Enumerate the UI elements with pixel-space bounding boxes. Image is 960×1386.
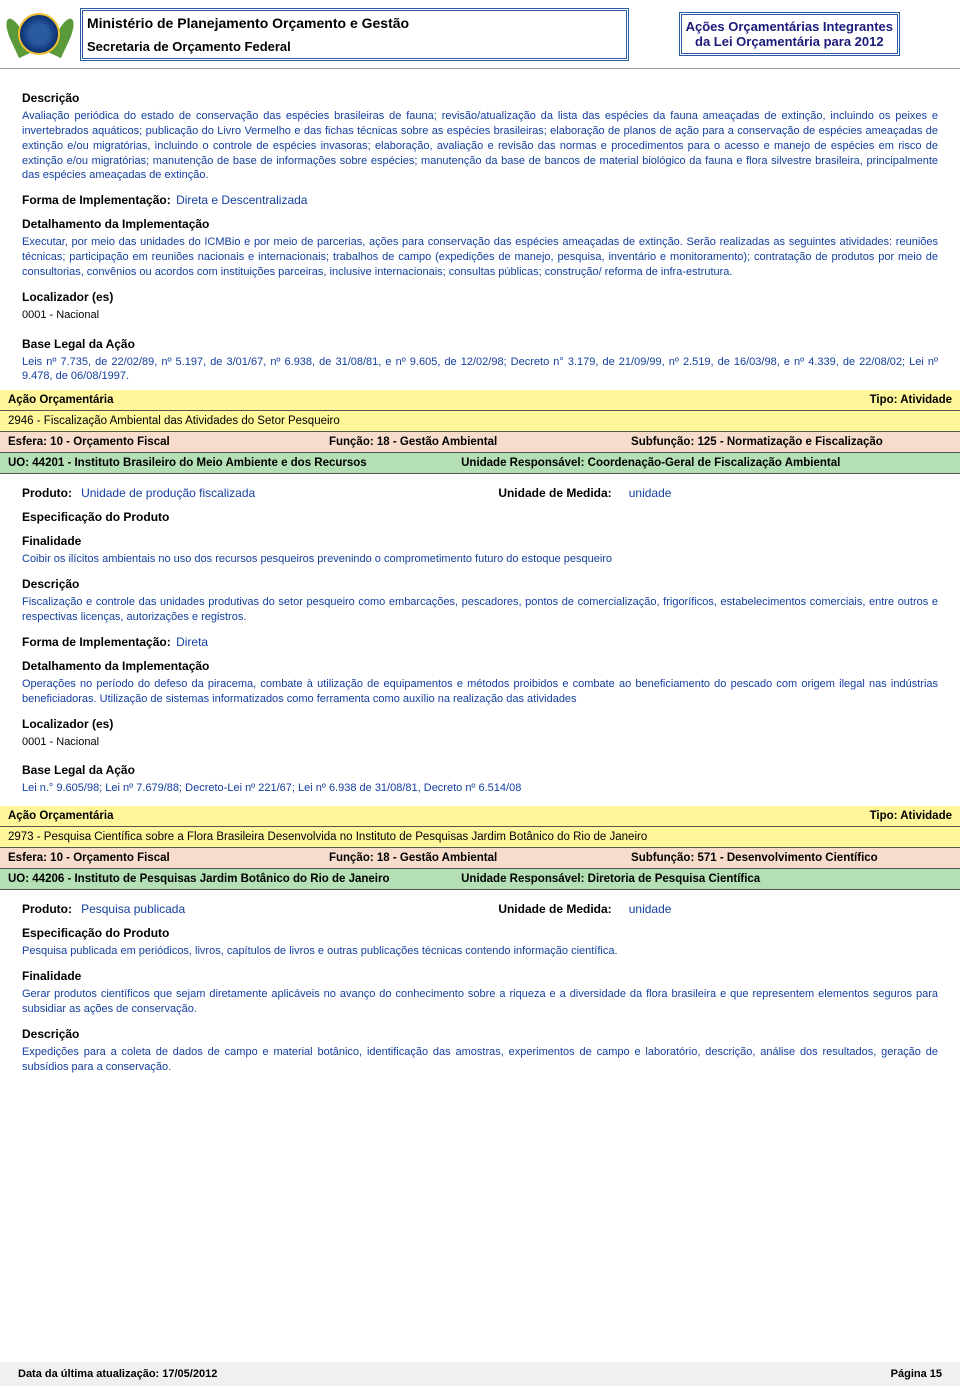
localizador-value-2: 0001 - Nacional: [22, 735, 938, 750]
esfera-3: Esfera: 10 - Orçamento Fiscal: [8, 852, 329, 864]
acao-tipo-3: Tipo: Atividade: [870, 810, 952, 822]
forma-value-2: Direta: [176, 635, 208, 649]
header-right: Ações Orçamentárias Integrantes da Lei O…: [629, 6, 950, 62]
ministry-title: Ministério de Planejamento Orçamento e G…: [87, 15, 622, 31]
detalhamento-heading: Detalhamento da Implementação: [22, 217, 938, 231]
produto-label: Produto:: [22, 486, 72, 500]
produto-value: Unidade de produção fiscalizada: [81, 486, 255, 500]
detalhamento-text-2: Operações no período do defeso da pirace…: [22, 677, 938, 707]
base-legal-text: Leis nº 7.735, de 22/02/89, nº 5.197, de…: [22, 355, 938, 385]
subfuncao-3: Subfunção: 571 - Desenvolvimento Científ…: [631, 852, 952, 864]
localizador-heading-2: Localizador (es): [22, 717, 938, 731]
descricao-text: Avaliação periódica do estado de conserv…: [22, 109, 938, 183]
base-legal-heading-2: Base Legal da Ação: [22, 763, 938, 777]
unidade-medida-label: Unidade de Medida:: [498, 486, 611, 500]
descricao-heading-2: Descrição: [22, 577, 938, 591]
localizador-heading: Localizador (es): [22, 290, 938, 304]
page: Ministério de Planejamento Orçamento e G…: [0, 0, 960, 1386]
finalidade-heading: Finalidade: [22, 534, 938, 548]
uo-3: UO: 44206 - Instituto de Pesquisas Jardi…: [8, 873, 461, 885]
produto-value-3: Pesquisa publicada: [81, 902, 185, 916]
especificacao-heading-3: Especificação do Produto: [22, 926, 938, 940]
descricao-text-3: Expedições para a coleta de dados de cam…: [22, 1045, 938, 1075]
unidade-responsavel-3: Unidade Responsável: Diretoria de Pesqui…: [461, 873, 952, 885]
subfuncao: Subfunção: 125 - Normatização e Fiscaliz…: [631, 436, 952, 448]
descricao-heading-3: Descrição: [22, 1027, 938, 1041]
produto-row-3: Produto: Pesquisa publicada Unidade de M…: [22, 902, 938, 916]
especificacao-text-3: Pesquisa publicada em periódicos, livros…: [22, 944, 938, 959]
forma-value: Direta e Descentralizada: [176, 193, 307, 207]
uo-row: UO: 44201 - Instituto Brasileiro do Meio…: [0, 453, 960, 474]
acao-title-row-3: 2973 - Pesquisa Científica sobre a Flora…: [0, 827, 960, 848]
secretariat-title: Secretaria de Orçamento Federal: [87, 39, 622, 54]
acao-title-row: 2946 - Fiscalização Ambiental das Ativid…: [0, 411, 960, 432]
finalidade-text-3: Gerar produtos científicos que sejam dir…: [22, 987, 938, 1017]
footer-date: Data da última atualização: 17/05/2012: [18, 1368, 217, 1380]
acao-label: Ação Orçamentária: [8, 394, 113, 406]
uo: UO: 44201 - Instituto Brasileiro do Meio…: [8, 457, 461, 469]
finalidade-text: Coibir os ilícitos ambientais no uso dos…: [22, 552, 938, 567]
unidade-medida-value: unidade: [629, 486, 672, 500]
detalhamento-text: Executar, por meio das unidades do ICMBi…: [22, 235, 938, 280]
footer-page: Página 15: [891, 1368, 942, 1380]
esfera-row-3: Esfera: 10 - Orçamento Fiscal Função: 18…: [0, 848, 960, 869]
forma-heading-2: Forma de Implementação: Direta: [22, 635, 938, 649]
funcao: Função: 18 - Gestão Ambiental: [329, 436, 631, 448]
doc-title-1: Ações Orçamentárias Integrantes: [686, 19, 893, 34]
doc-title-2: da Lei Orçamentária para 2012: [686, 34, 893, 49]
esfera-row: Esfera: 10 - Orçamento Fiscal Função: 18…: [0, 432, 960, 453]
detalhamento-heading-2: Detalhamento da Implementação: [22, 659, 938, 673]
esfera: Esfera: 10 - Orçamento Fiscal: [8, 436, 329, 448]
especificacao-heading: Especificação do Produto: [22, 510, 938, 524]
acao-header-row: Ação Orçamentária Tipo: Atividade: [0, 390, 960, 411]
unidade-responsavel: Unidade Responsável: Coordenação-Geral d…: [461, 457, 952, 469]
base-legal-text-2: Lei n.° 9.605/98; Lei nº 7.679/88; Decre…: [22, 781, 938, 796]
content: Descrição Avaliação periódica do estado …: [0, 69, 960, 1082]
header-left: Ministério de Planejamento Orçamento e G…: [70, 8, 629, 61]
header-bar: Ministério de Planejamento Orçamento e G…: [0, 0, 960, 69]
brazil-coat-of-arms-logo: [10, 7, 70, 62]
acao-tipo: Tipo: Atividade: [870, 394, 952, 406]
finalidade-heading-3: Finalidade: [22, 969, 938, 983]
localizador-value: 0001 - Nacional: [22, 308, 938, 323]
unidade-medida-label-3: Unidade de Medida:: [498, 902, 611, 916]
base-legal-heading: Base Legal da Ação: [22, 337, 938, 351]
uo-row-3: UO: 44206 - Instituto de Pesquisas Jardi…: [0, 869, 960, 890]
descricao-heading: Descrição: [22, 91, 938, 105]
produto-label-3: Produto:: [22, 902, 72, 916]
produto-row: Produto: Unidade de produção fiscalizada…: [22, 486, 938, 500]
footer: Data da última atualização: 17/05/2012 P…: [0, 1362, 960, 1386]
unidade-medida-value-3: unidade: [629, 902, 672, 916]
acao-header-row-3: Ação Orçamentária Tipo: Atividade: [0, 806, 960, 827]
acao-label-3: Ação Orçamentária: [8, 810, 113, 822]
funcao-3: Função: 18 - Gestão Ambiental: [329, 852, 631, 864]
forma-heading: Forma de Implementação: Direta e Descent…: [22, 193, 938, 207]
descricao-text-2: Fiscalização e controle das unidades pro…: [22, 595, 938, 625]
